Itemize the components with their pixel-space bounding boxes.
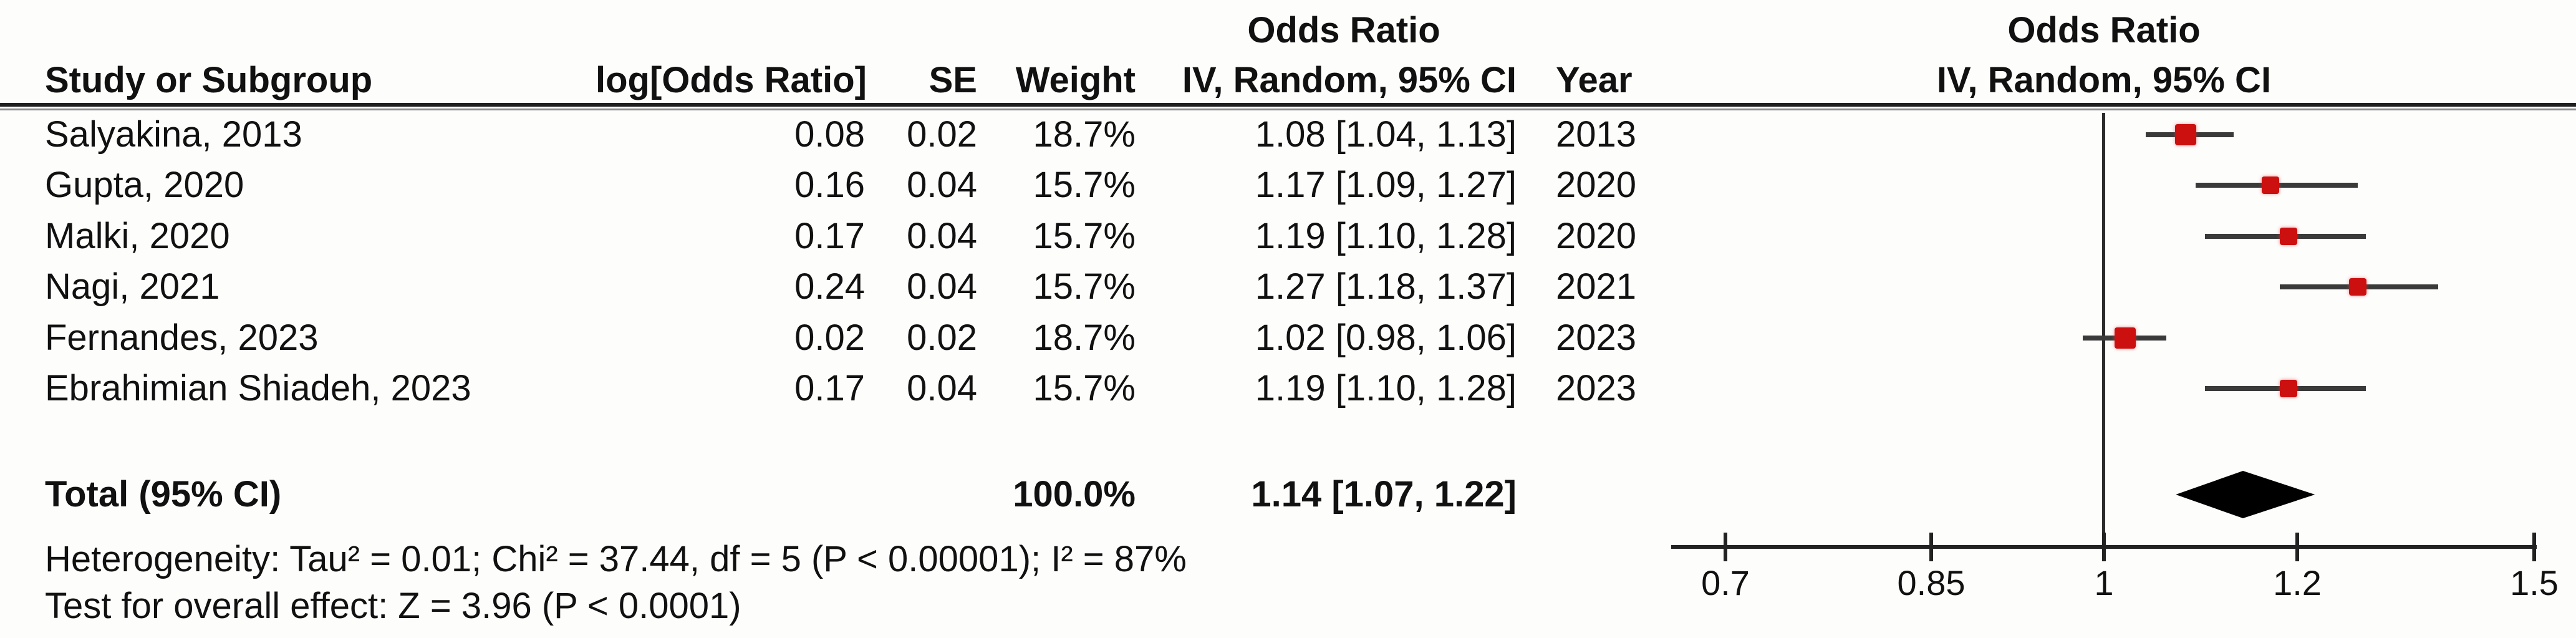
study-ci-text: 1.02 [0.98, 1.06] xyxy=(1255,317,1517,358)
total-label: Total (95% CI) xyxy=(45,474,282,515)
study-ci-text: 1.17 [1.09, 1.27] xyxy=(1255,165,1517,205)
null-effect-line xyxy=(2102,113,2105,547)
study-ci-text: 1.19 [1.10, 1.28] xyxy=(1255,216,1517,256)
study-year: 2020 xyxy=(1556,216,1637,256)
study-se: 0.02 xyxy=(907,317,977,358)
study-year: 2023 xyxy=(1556,317,1637,358)
axis-tick-label: 0.85 xyxy=(1897,563,1966,602)
header-rule-bottom xyxy=(0,109,2576,110)
study-year: 2023 xyxy=(1556,368,1637,408)
column-header-se: SE xyxy=(929,60,977,100)
study-name: Ebrahimian Shiadeh, 2023 xyxy=(45,368,471,408)
study-year: 2020 xyxy=(1556,165,1637,205)
study-name: Fernandes, 2023 xyxy=(45,317,319,358)
overall-effect-text: Test for overall effect: Z = 3.96 (P < 0… xyxy=(45,586,741,626)
study-ci-text: 1.08 [1.04, 1.13] xyxy=(1255,114,1517,155)
study-weight: 15.7% xyxy=(1033,266,1136,307)
study-log-or: 0.08 xyxy=(794,114,865,155)
axis-tick xyxy=(1724,533,1727,561)
column-header-odds-ratio: Odds Ratio xyxy=(1247,10,1440,51)
effect-marker xyxy=(2262,176,2279,194)
study-ci-text: 1.19 [1.10, 1.28] xyxy=(1255,368,1517,408)
study-log-or: 0.24 xyxy=(794,266,865,307)
heterogeneity-text: Heterogeneity: Tau² = 0.01; Chi² = 37.44… xyxy=(45,539,1187,579)
study-weight: 15.7% xyxy=(1033,165,1136,205)
study-year: 2021 xyxy=(1556,266,1637,307)
plot-header-ci: IV, Random, 95% CI xyxy=(1936,60,2272,100)
study-se: 0.04 xyxy=(907,165,977,205)
study-log-or: 0.17 xyxy=(794,368,865,408)
axis-tick-label: 1.2 xyxy=(2273,563,2322,602)
effect-marker xyxy=(2175,124,2196,145)
study-se: 0.04 xyxy=(907,368,977,408)
axis-tick xyxy=(2295,533,2299,561)
study-name: Salyakina, 2013 xyxy=(45,114,302,155)
column-header-study: Study or Subgroup xyxy=(45,60,373,100)
study-name: Malki, 2020 xyxy=(45,216,230,256)
study-se: 0.04 xyxy=(907,266,977,307)
study-log-or: 0.17 xyxy=(794,216,865,256)
axis-tick xyxy=(1929,533,1933,561)
effect-marker xyxy=(2280,380,2297,397)
effect-marker xyxy=(2115,327,2136,349)
axis-tick xyxy=(2102,533,2106,561)
column-header-year: Year xyxy=(1556,60,1633,100)
total-ci-text: 1.14 [1.07, 1.22] xyxy=(1251,474,1517,515)
study-weight: 18.7% xyxy=(1033,114,1136,155)
axis-tick-label: 1 xyxy=(2094,563,2114,602)
study-ci-text: 1.27 [1.18, 1.37] xyxy=(1255,266,1517,307)
effect-marker xyxy=(2280,228,2297,245)
axis-tick-label: 1.5 xyxy=(2510,563,2559,602)
study-name: Nagi, 2021 xyxy=(45,266,220,307)
study-weight: 15.7% xyxy=(1033,368,1136,408)
plot-header-odds-ratio: Odds Ratio xyxy=(2007,10,2201,51)
effect-marker xyxy=(2349,278,2366,296)
study-weight: 18.7% xyxy=(1033,317,1136,358)
study-se: 0.02 xyxy=(907,114,977,155)
study-weight: 15.7% xyxy=(1033,216,1136,256)
column-header-log-odds-ratio: log[Odds Ratio] xyxy=(596,60,867,100)
study-log-or: 0.02 xyxy=(794,317,865,358)
axis-tick xyxy=(2532,533,2536,561)
column-header-ci: IV, Random, 95% CI xyxy=(1182,60,1517,100)
summary-diamond-icon xyxy=(2176,471,2315,518)
study-name: Gupta, 2020 xyxy=(45,165,244,205)
axis-tick-label: 0.7 xyxy=(1701,563,1750,602)
total-weight: 100.0% xyxy=(1013,474,1136,515)
study-se: 0.04 xyxy=(907,216,977,256)
study-log-or: 0.16 xyxy=(794,165,865,205)
study-year: 2013 xyxy=(1556,114,1637,155)
column-header-weight: Weight xyxy=(1015,60,1136,100)
header-rule-top xyxy=(0,103,2576,107)
